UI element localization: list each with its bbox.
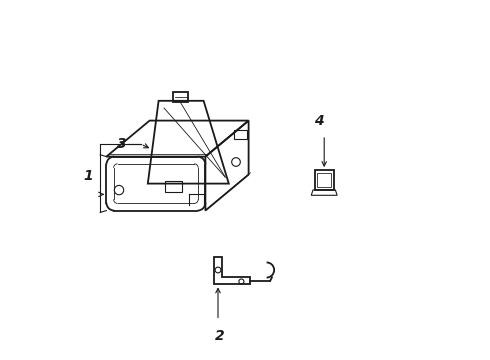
Text: 4: 4 [314, 114, 323, 128]
Text: 2: 2 [215, 329, 224, 343]
Text: 1: 1 [84, 170, 93, 183]
Text: 3: 3 [117, 137, 126, 151]
